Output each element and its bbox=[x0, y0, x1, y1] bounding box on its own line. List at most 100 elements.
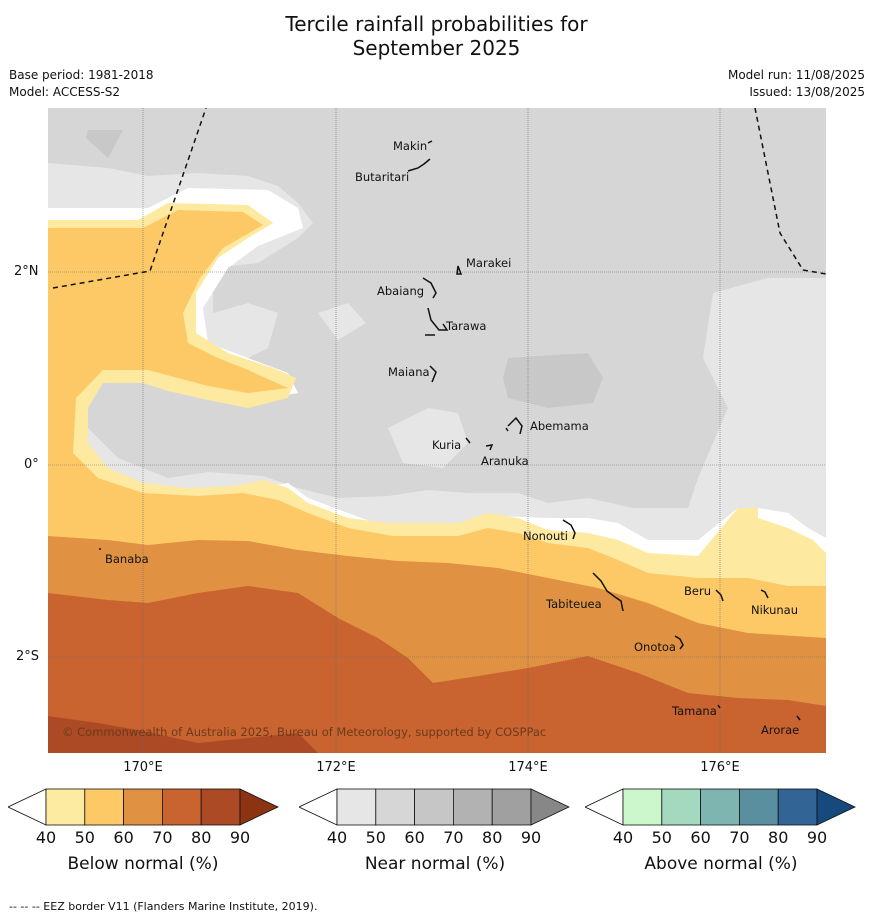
colorbar-near-segment-40 bbox=[336, 788, 377, 826]
model-run-date: Model run: 11/08/2025 bbox=[727, 68, 865, 82]
below-normal-80-zone bbox=[48, 716, 318, 753]
colorbar-near-tick-60: 60 bbox=[404, 828, 425, 847]
island-shape-nikunau bbox=[760, 589, 769, 599]
base-period: Base period: 1981-2018 bbox=[9, 68, 154, 82]
lon-label-174e: 174°E bbox=[508, 760, 548, 775]
colorbar-below-segment-60 bbox=[123, 788, 163, 826]
near-normal-pocket bbox=[503, 353, 603, 408]
island-label-tarawa: Tarawa bbox=[445, 319, 486, 333]
colorbar-below-segment-40 bbox=[45, 788, 86, 826]
near-normal-small-patch bbox=[86, 130, 123, 158]
island-shape-butaritari bbox=[407, 158, 431, 172]
colorbar-above-segment-60 bbox=[700, 788, 740, 826]
colorbar-above-segment-80 bbox=[777, 788, 818, 826]
colorbar-above-tick-70: 70 bbox=[729, 828, 750, 847]
colorbar-below-extend-low bbox=[8, 788, 47, 826]
island-shape-arorae bbox=[796, 715, 801, 721]
island-shape-marakei bbox=[456, 265, 463, 275]
colorbar-above-tick-60: 60 bbox=[690, 828, 711, 847]
island-label-nikunau: Nikunau bbox=[751, 603, 798, 617]
colorbar-above-segment-70 bbox=[738, 788, 779, 826]
island-shape-abemama bbox=[505, 416, 523, 435]
lon-label-172e: 172°E bbox=[316, 760, 356, 775]
island-label-kuria: Kuria bbox=[432, 438, 461, 452]
lon-label-176e: 176°E bbox=[700, 760, 740, 775]
colorbar-above-tick-40: 40 bbox=[612, 828, 634, 847]
colorbar-near-extend-high bbox=[530, 788, 570, 826]
near-normal-zone-north bbox=[48, 108, 826, 508]
colorbar-above-segment-50 bbox=[661, 788, 702, 826]
lat-label-0: 0° bbox=[24, 457, 39, 472]
colorbar-title-near: Near normal (%) bbox=[364, 854, 506, 874]
island-label-aranuka: Aranuka bbox=[481, 454, 529, 468]
colorbar-below-tick-70: 70 bbox=[152, 828, 173, 847]
colorbar-near-tick-40: 40 bbox=[326, 828, 348, 847]
colorbar-below-normal bbox=[8, 788, 279, 826]
colorbar-title-below: Below normal (%) bbox=[67, 854, 219, 874]
island-label-beru: Beru bbox=[684, 584, 711, 598]
island-shape-tarawa bbox=[425, 307, 449, 336]
below-normal-70-zone bbox=[48, 586, 826, 753]
colorbar-near-segment-60 bbox=[414, 788, 454, 826]
island-label-butaritari: Butaritari bbox=[355, 170, 409, 184]
colorbar-near-tick-90: 90 bbox=[520, 828, 542, 847]
issued-date: Issued: 13/08/2025 bbox=[749, 85, 865, 99]
colorbar-near-normal bbox=[299, 788, 570, 826]
near-normal-light-patch bbox=[388, 408, 468, 468]
colorbar-above-extend-low bbox=[585, 788, 624, 826]
island-label-abemama: Abemama bbox=[530, 419, 589, 433]
colorbar-below-segment-50 bbox=[84, 788, 125, 826]
colorbar-title-above: Above normal (%) bbox=[644, 854, 798, 874]
copyright-notice: © Commonwealth of Australia 2025, Bureau… bbox=[62, 725, 546, 739]
island-label-makin: Makin bbox=[393, 139, 427, 153]
lat-label-2s: 2°S bbox=[16, 649, 40, 664]
island-label-arorae: Arorae bbox=[761, 723, 799, 737]
island-shape-tamana bbox=[717, 704, 721, 709]
colorbar-above-tick-90: 90 bbox=[806, 828, 828, 847]
meta-right: Model run: 11/08/2025 Issued: 13/08/2025 bbox=[728, 67, 865, 101]
near-normal-light-patch-2 bbox=[318, 303, 366, 340]
island-shape-maiana bbox=[429, 365, 437, 383]
island-label-tamana: Tamana bbox=[671, 704, 717, 718]
forecast-map: Makin Butaritari Marakei Abaiang Tarawa … bbox=[48, 108, 826, 753]
island-shape-beru bbox=[715, 589, 724, 602]
island-label-banaba: Banaba bbox=[105, 552, 149, 566]
island-label-maiana: Maiana bbox=[388, 365, 430, 379]
model-name: Model: ACCESS-S2 bbox=[9, 85, 121, 99]
colorbar-near-tick-80: 80 bbox=[482, 828, 503, 847]
colorbar-near-tick-50: 50 bbox=[365, 828, 386, 847]
eez-footnote: -- -- -- EEZ border V11 (Flanders Marine… bbox=[9, 900, 318, 913]
colorbar-above-normal bbox=[585, 788, 856, 826]
colorbar-below-tick-50: 50 bbox=[74, 828, 95, 847]
eez-border bbox=[52, 108, 826, 289]
colorbar-near-segment-70 bbox=[452, 788, 493, 826]
island-labels: Makin Butaritari Marakei Abaiang Tarawa … bbox=[105, 139, 799, 737]
title-line-1: Tercile rainfall probabilities for bbox=[285, 12, 588, 36]
colorbar-below-extend-high bbox=[239, 788, 279, 826]
colorbar-near-extend-low bbox=[299, 788, 338, 826]
colorbar-below-tick-90: 90 bbox=[229, 828, 251, 847]
map-title: Tercile rainfall probabilities for Septe… bbox=[0, 12, 873, 60]
colorbar-below-segment-80 bbox=[200, 788, 241, 826]
island-label-onotoa: Onotoa bbox=[634, 640, 676, 654]
lon-label-170e: 170°E bbox=[123, 760, 163, 775]
colorbar-above-extend-high bbox=[816, 788, 856, 826]
lat-label-2n: 2°N bbox=[14, 264, 39, 279]
island-label-marakei: Marakei bbox=[466, 256, 511, 270]
island-shape-kuria bbox=[465, 437, 471, 444]
island-label-abaiang: Abaiang bbox=[377, 284, 424, 298]
island-shape-tabiteuea bbox=[592, 572, 624, 612]
island-shape-onotoa bbox=[674, 635, 684, 650]
island-outlines bbox=[99, 140, 801, 721]
title-line-2: September 2025 bbox=[352, 36, 521, 60]
colorbar-above-tick-80: 80 bbox=[768, 828, 789, 847]
colorbar-above-tick-50: 50 bbox=[651, 828, 672, 847]
island-label-tabiteuea: Tabiteuea bbox=[545, 597, 602, 611]
colorbar-below-segment-70 bbox=[161, 788, 202, 826]
colorbar-near-segment-80 bbox=[491, 788, 532, 826]
gridlines bbox=[48, 108, 826, 753]
island-shape-aranuka bbox=[485, 444, 494, 451]
colorbar-below-tick-80: 80 bbox=[191, 828, 212, 847]
island-shape-abaiang bbox=[422, 277, 437, 299]
colorbar-below-tick-40: 40 bbox=[35, 828, 57, 847]
